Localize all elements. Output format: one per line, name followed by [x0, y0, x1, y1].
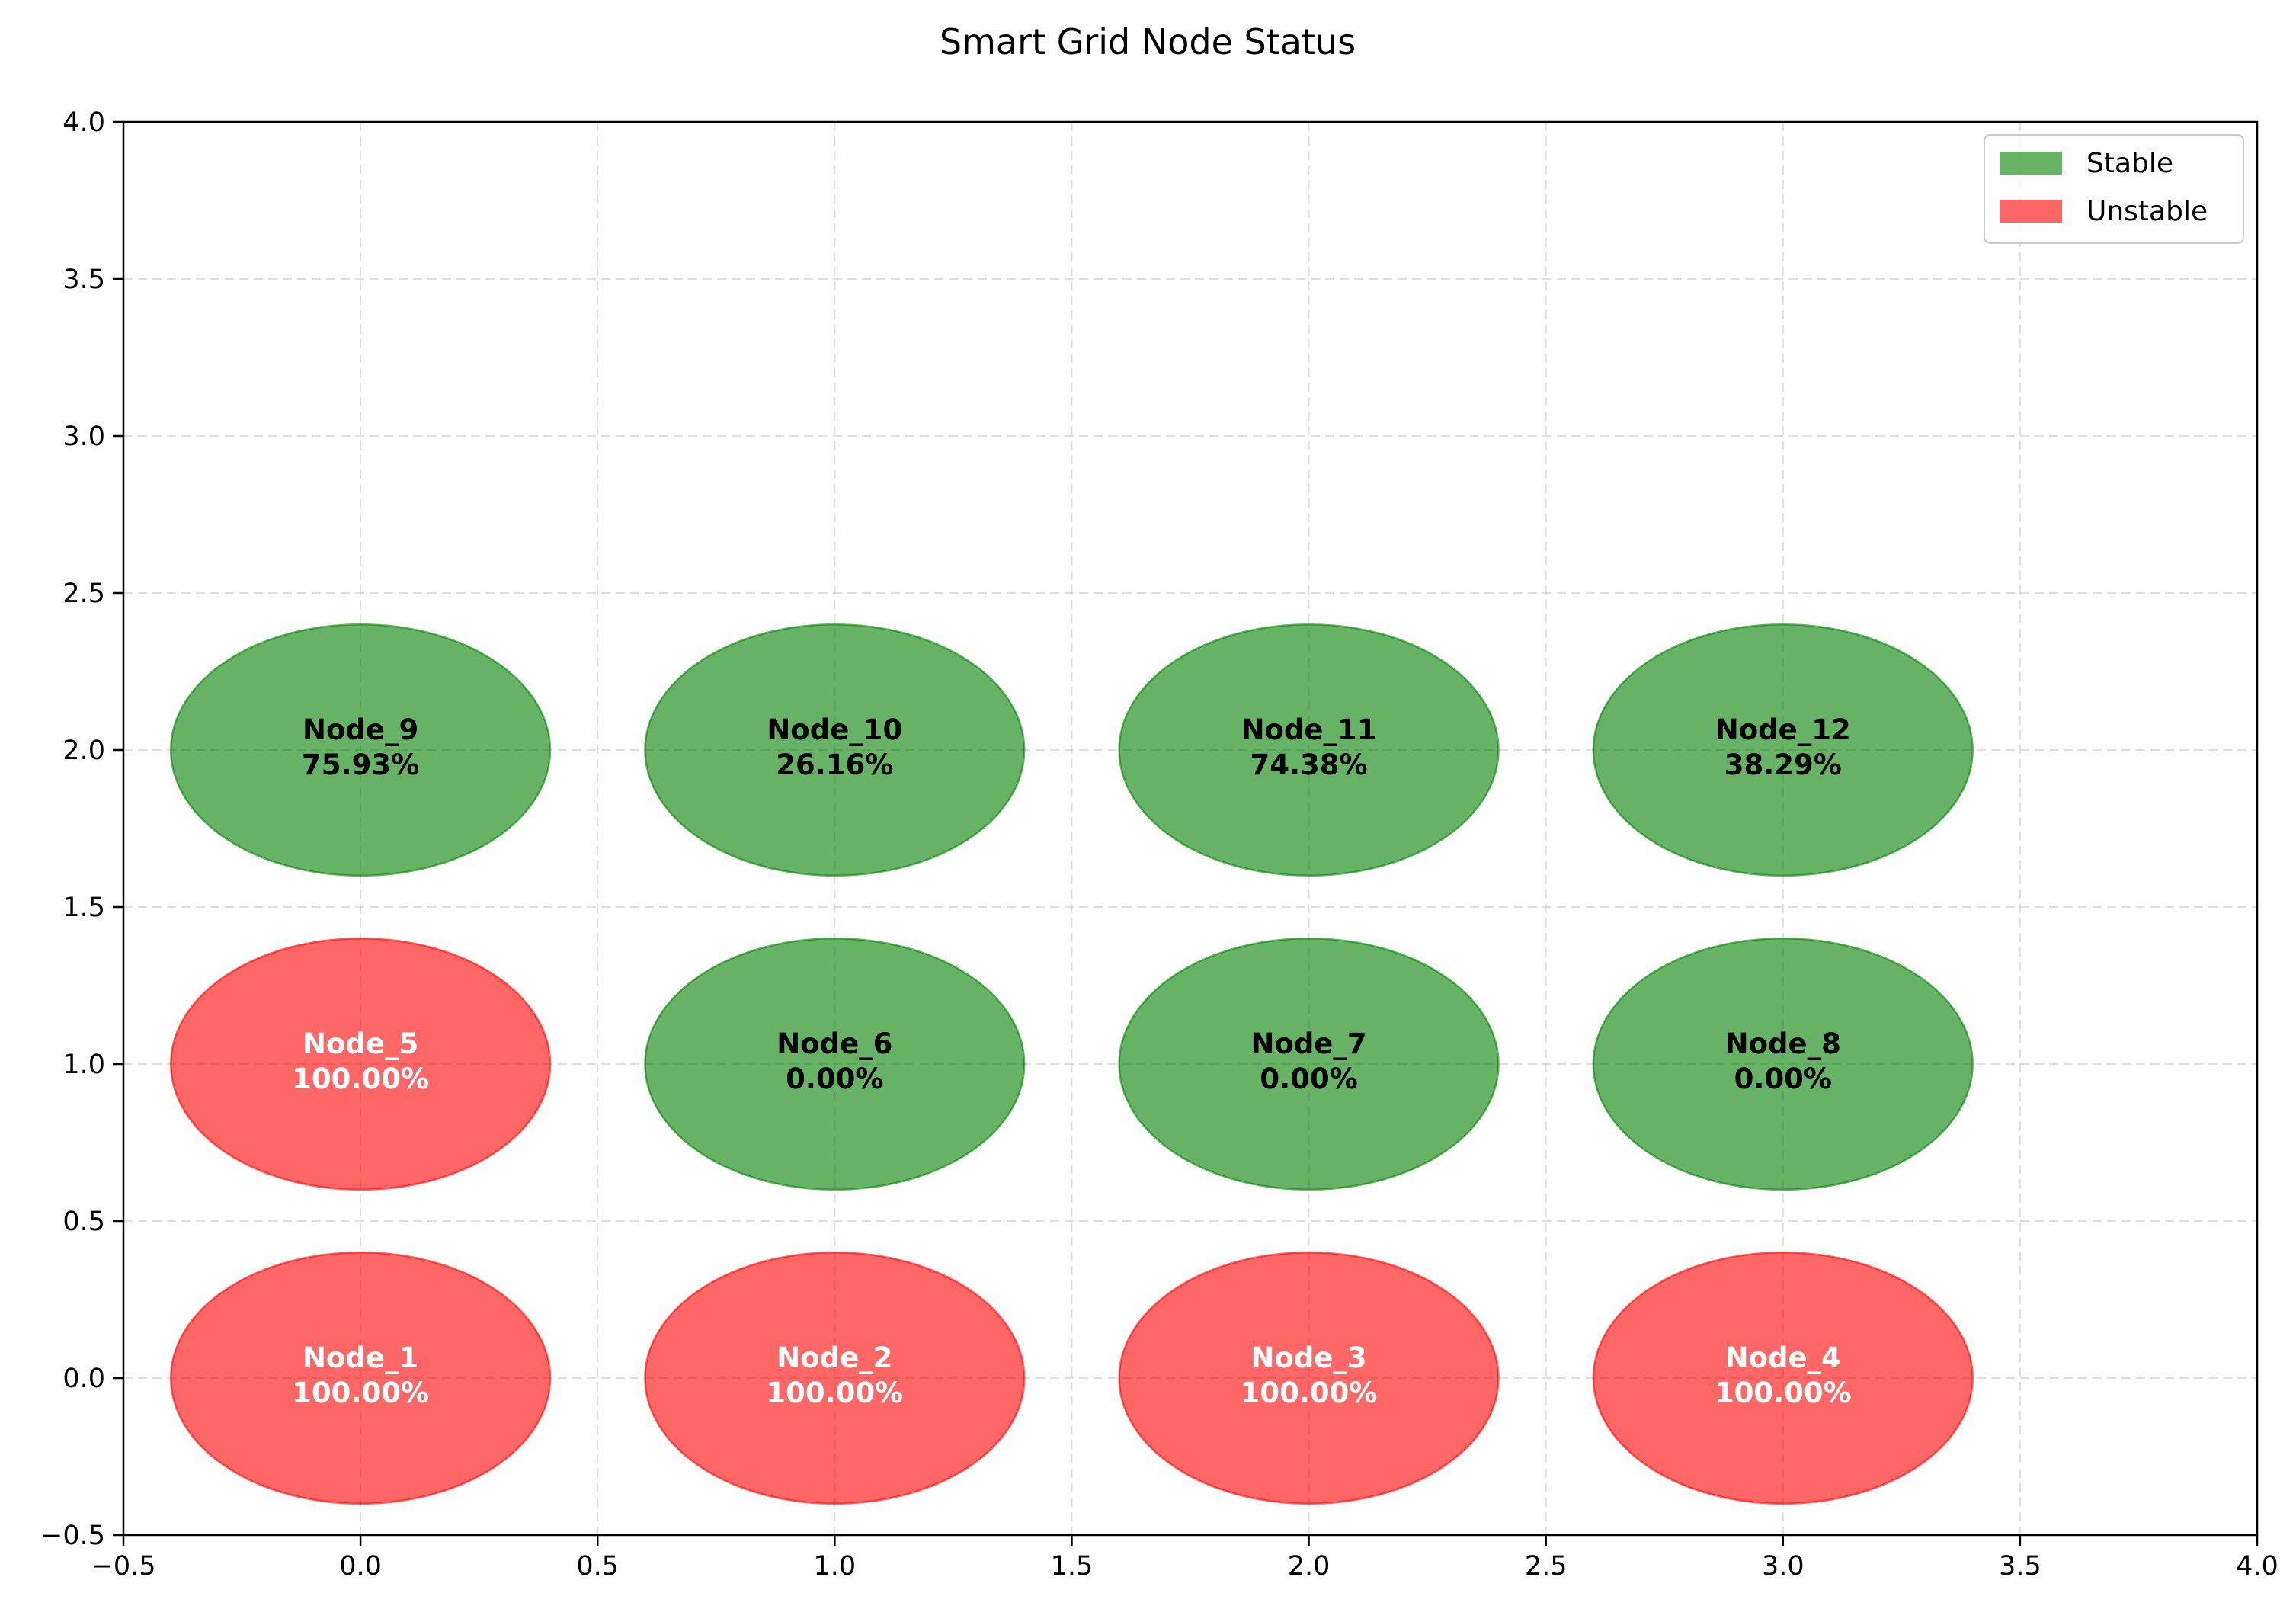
axis-ticks: −0.5 0.0 0.5 1.0 1.5 2.0 2.5 3.0 3.5 4.0 −0.5 0.0 0.… [40, 107, 2278, 1582]
node-name-label: Node_8 [1725, 1027, 1841, 1060]
legend-swatch-stable [2000, 152, 2062, 175]
node-name-label: Node_10 [767, 713, 902, 746]
x-tick-label: 2.5 [1525, 1551, 1567, 1582]
node-value-label: 75.93% [302, 748, 419, 781]
node-value-label: 38.29% [1724, 748, 1842, 781]
y-tick-label: 1.5 [62, 893, 105, 923]
y-tick-label: 0.0 [62, 1364, 105, 1394]
node-value-label: 100.00% [1241, 1377, 1378, 1409]
node-marker-node-2 [644, 1251, 1026, 1505]
node-marker-node-11 [1118, 623, 1500, 877]
node-name-label: Node_7 [1250, 1027, 1366, 1060]
node-name-label: Node_9 [303, 713, 418, 746]
x-tick-label: 0.0 [339, 1551, 382, 1582]
y-tick-label: 3.5 [62, 264, 105, 295]
node-name-label: Node_11 [1241, 713, 1377, 746]
node-marker-node-5 [169, 937, 552, 1191]
x-tick-label: 2.0 [1288, 1551, 1331, 1582]
legend-label-unstable: Unstable [2086, 196, 2208, 227]
x-tick-label: −0.5 [91, 1551, 156, 1582]
node-value-label: 100.00% [766, 1377, 903, 1409]
node-value-label: 100.00% [1715, 1377, 1852, 1409]
plot-frame [122, 120, 2259, 1537]
node-name-label: Node_3 [1250, 1341, 1366, 1374]
node-marker-node-10 [644, 623, 1026, 877]
node-name-label: Node_5 [303, 1027, 418, 1060]
node-value-label: 0.00% [1260, 1063, 1357, 1095]
x-tick-label: 1.0 [813, 1551, 856, 1582]
y-tick-label: 1.0 [62, 1050, 105, 1080]
y-tick-label: 4.0 [62, 107, 105, 138]
x-tick-label: 0.5 [576, 1551, 619, 1582]
chart-title: Smart Grid Node Status [940, 21, 1356, 63]
legend: Stable Unstable [1984, 134, 2244, 244]
node-marker-node-6 [644, 937, 1026, 1191]
node-marker-node-8 [1592, 937, 1974, 1191]
node-marker-node-7 [1118, 937, 1500, 1191]
node-value-label: 74.38% [1250, 748, 1368, 781]
node-name-label: Node_6 [777, 1027, 892, 1060]
y-tick-label: 3.0 [62, 421, 105, 452]
node-value-label: 0.00% [786, 1063, 883, 1095]
node-marker-node-12 [1592, 623, 1974, 877]
node-marker-node-4 [1592, 1251, 1974, 1505]
x-tick-label: 3.0 [1762, 1551, 1804, 1582]
node-marker-node-1 [169, 1251, 552, 1505]
x-tick-label: 3.5 [1999, 1551, 2041, 1582]
node-name-label: Node_12 [1715, 713, 1851, 746]
legend-swatch-unstable [2000, 200, 2062, 223]
node-value-label: 0.00% [1734, 1063, 1832, 1095]
node-markers: Node_1100.00%Node_2100.00%Node_3100.00%N… [169, 623, 1974, 1505]
y-tick-label: 2.5 [62, 579, 105, 609]
node-name-label: Node_1 [303, 1341, 418, 1374]
node-name-label: Node_4 [1725, 1341, 1841, 1374]
node-name-label: Node_2 [777, 1341, 892, 1374]
legend-label-stable: Stable [2086, 148, 2173, 179]
node-value-label: 100.00% [292, 1377, 429, 1409]
node-value-label: 26.16% [776, 748, 893, 781]
node-marker-node-9 [169, 623, 552, 877]
x-tick-label: 1.5 [1051, 1551, 1094, 1582]
node-value-label: 100.00% [292, 1063, 429, 1095]
y-tick-label: 2.0 [62, 736, 105, 766]
x-tick-label: 4.0 [2236, 1551, 2278, 1582]
y-tick-label: −0.5 [40, 1521, 105, 1551]
node-marker-node-3 [1118, 1251, 1500, 1505]
y-tick-label: 0.5 [62, 1207, 105, 1237]
